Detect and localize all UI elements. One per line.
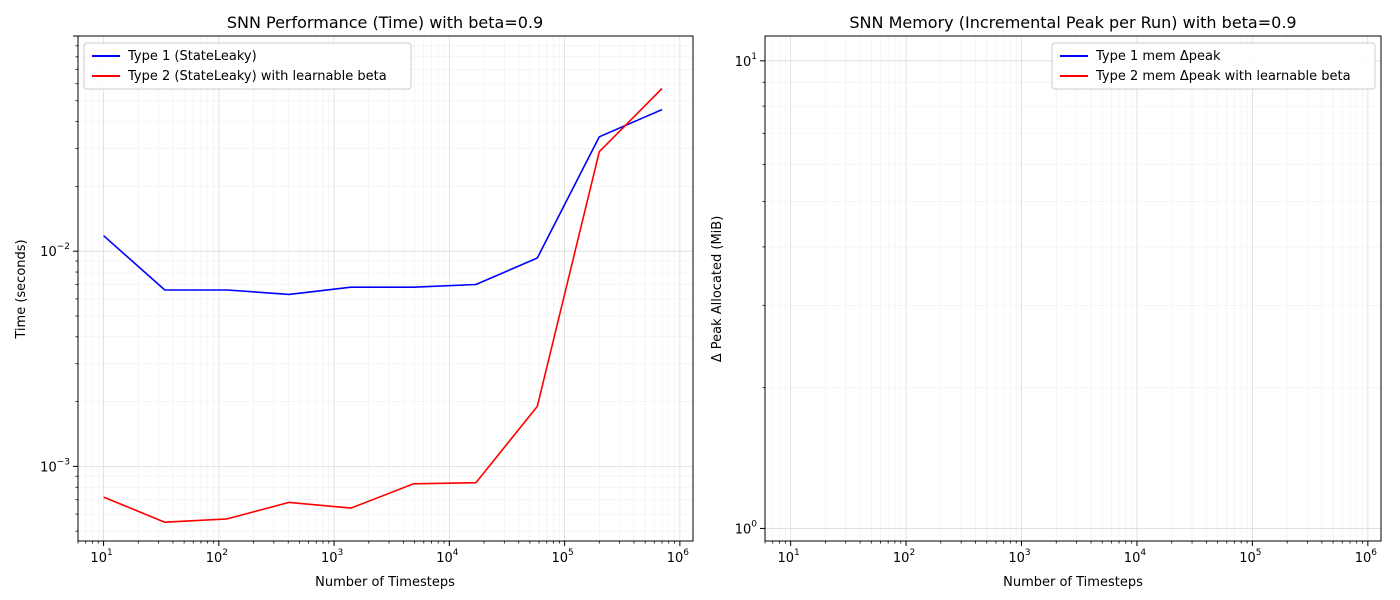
x-tick-label: 102 (206, 548, 228, 566)
x-tick-label: 103 (321, 548, 343, 566)
x-axis-label: Number of Timesteps (315, 575, 455, 590)
chart-title: SNN Memory (Incremental Peak per Run) wi… (849, 13, 1296, 32)
legend: Type 1 mem Δpeak Type 2 mem Δpeak with l… (1051, 42, 1376, 90)
time-chart: SNN Performance (Time) with beta=0.9 101… (14, 13, 694, 590)
legend-label-type-1: Type 1 (StateLeaky) (127, 49, 257, 64)
y-tick-label: 10−3 (40, 457, 70, 475)
x-tick-label: 101 (777, 548, 799, 566)
y-axis-ticks: 100 101 (735, 52, 765, 537)
minor-grid (77, 36, 693, 541)
x-tick-label: 105 (1239, 548, 1261, 566)
x-tick-label: 104 (1124, 548, 1147, 566)
x-axis-label: Number of Timesteps (1003, 575, 1143, 590)
legend-box (1051, 42, 1376, 90)
x-axis-ticks: 101 102 103 104 105 106 (764, 541, 1378, 566)
y-tick-label: 100 (735, 519, 758, 537)
legend-box (83, 42, 412, 90)
legend-label-type-1: Type 1 mem Δpeak (1095, 49, 1221, 64)
y-tick-label: 10−2 (40, 242, 70, 260)
memory-chart: SNN Memory (Incremental Peak per Run) wi… (710, 13, 1382, 590)
plot-frame (77, 35, 694, 542)
x-tick-label: 105 (551, 548, 573, 566)
x-tick-label: 103 (1008, 548, 1030, 566)
plot-frame (764, 35, 1382, 542)
x-tick-label: 104 (436, 548, 459, 566)
series-layer (103, 87, 663, 524)
x-tick-label: 106 (667, 548, 690, 566)
legend: Type 1 (StateLeaky) Type 2 (StateLeaky) … (83, 42, 412, 90)
series-line-type-1 (103, 108, 663, 296)
chart-title: SNN Performance (Time) with beta=0.9 (227, 13, 543, 32)
series-line-type-2 (103, 87, 663, 524)
legend-label-type-2: Type 2 mem Δpeak with learnable beta (1095, 69, 1351, 84)
major-grid (78, 35, 693, 541)
x-tick-label: 106 (1355, 548, 1378, 566)
x-axis-ticks: 101 102 103 104 105 106 (77, 541, 690, 566)
y-axis-label: Time (seconds) (14, 239, 29, 339)
y-tick-label: 101 (735, 52, 757, 70)
minor-grid (764, 36, 1381, 541)
legend-label-type-2: Type 2 (StateLeaky) with learnable beta (127, 69, 387, 84)
x-tick-label: 102 (893, 548, 915, 566)
y-axis-label: Δ Peak Allocated (MiB) (710, 216, 725, 363)
y-axis-ticks: 10−3 10−2 (40, 35, 78, 532)
x-tick-label: 101 (90, 548, 112, 566)
